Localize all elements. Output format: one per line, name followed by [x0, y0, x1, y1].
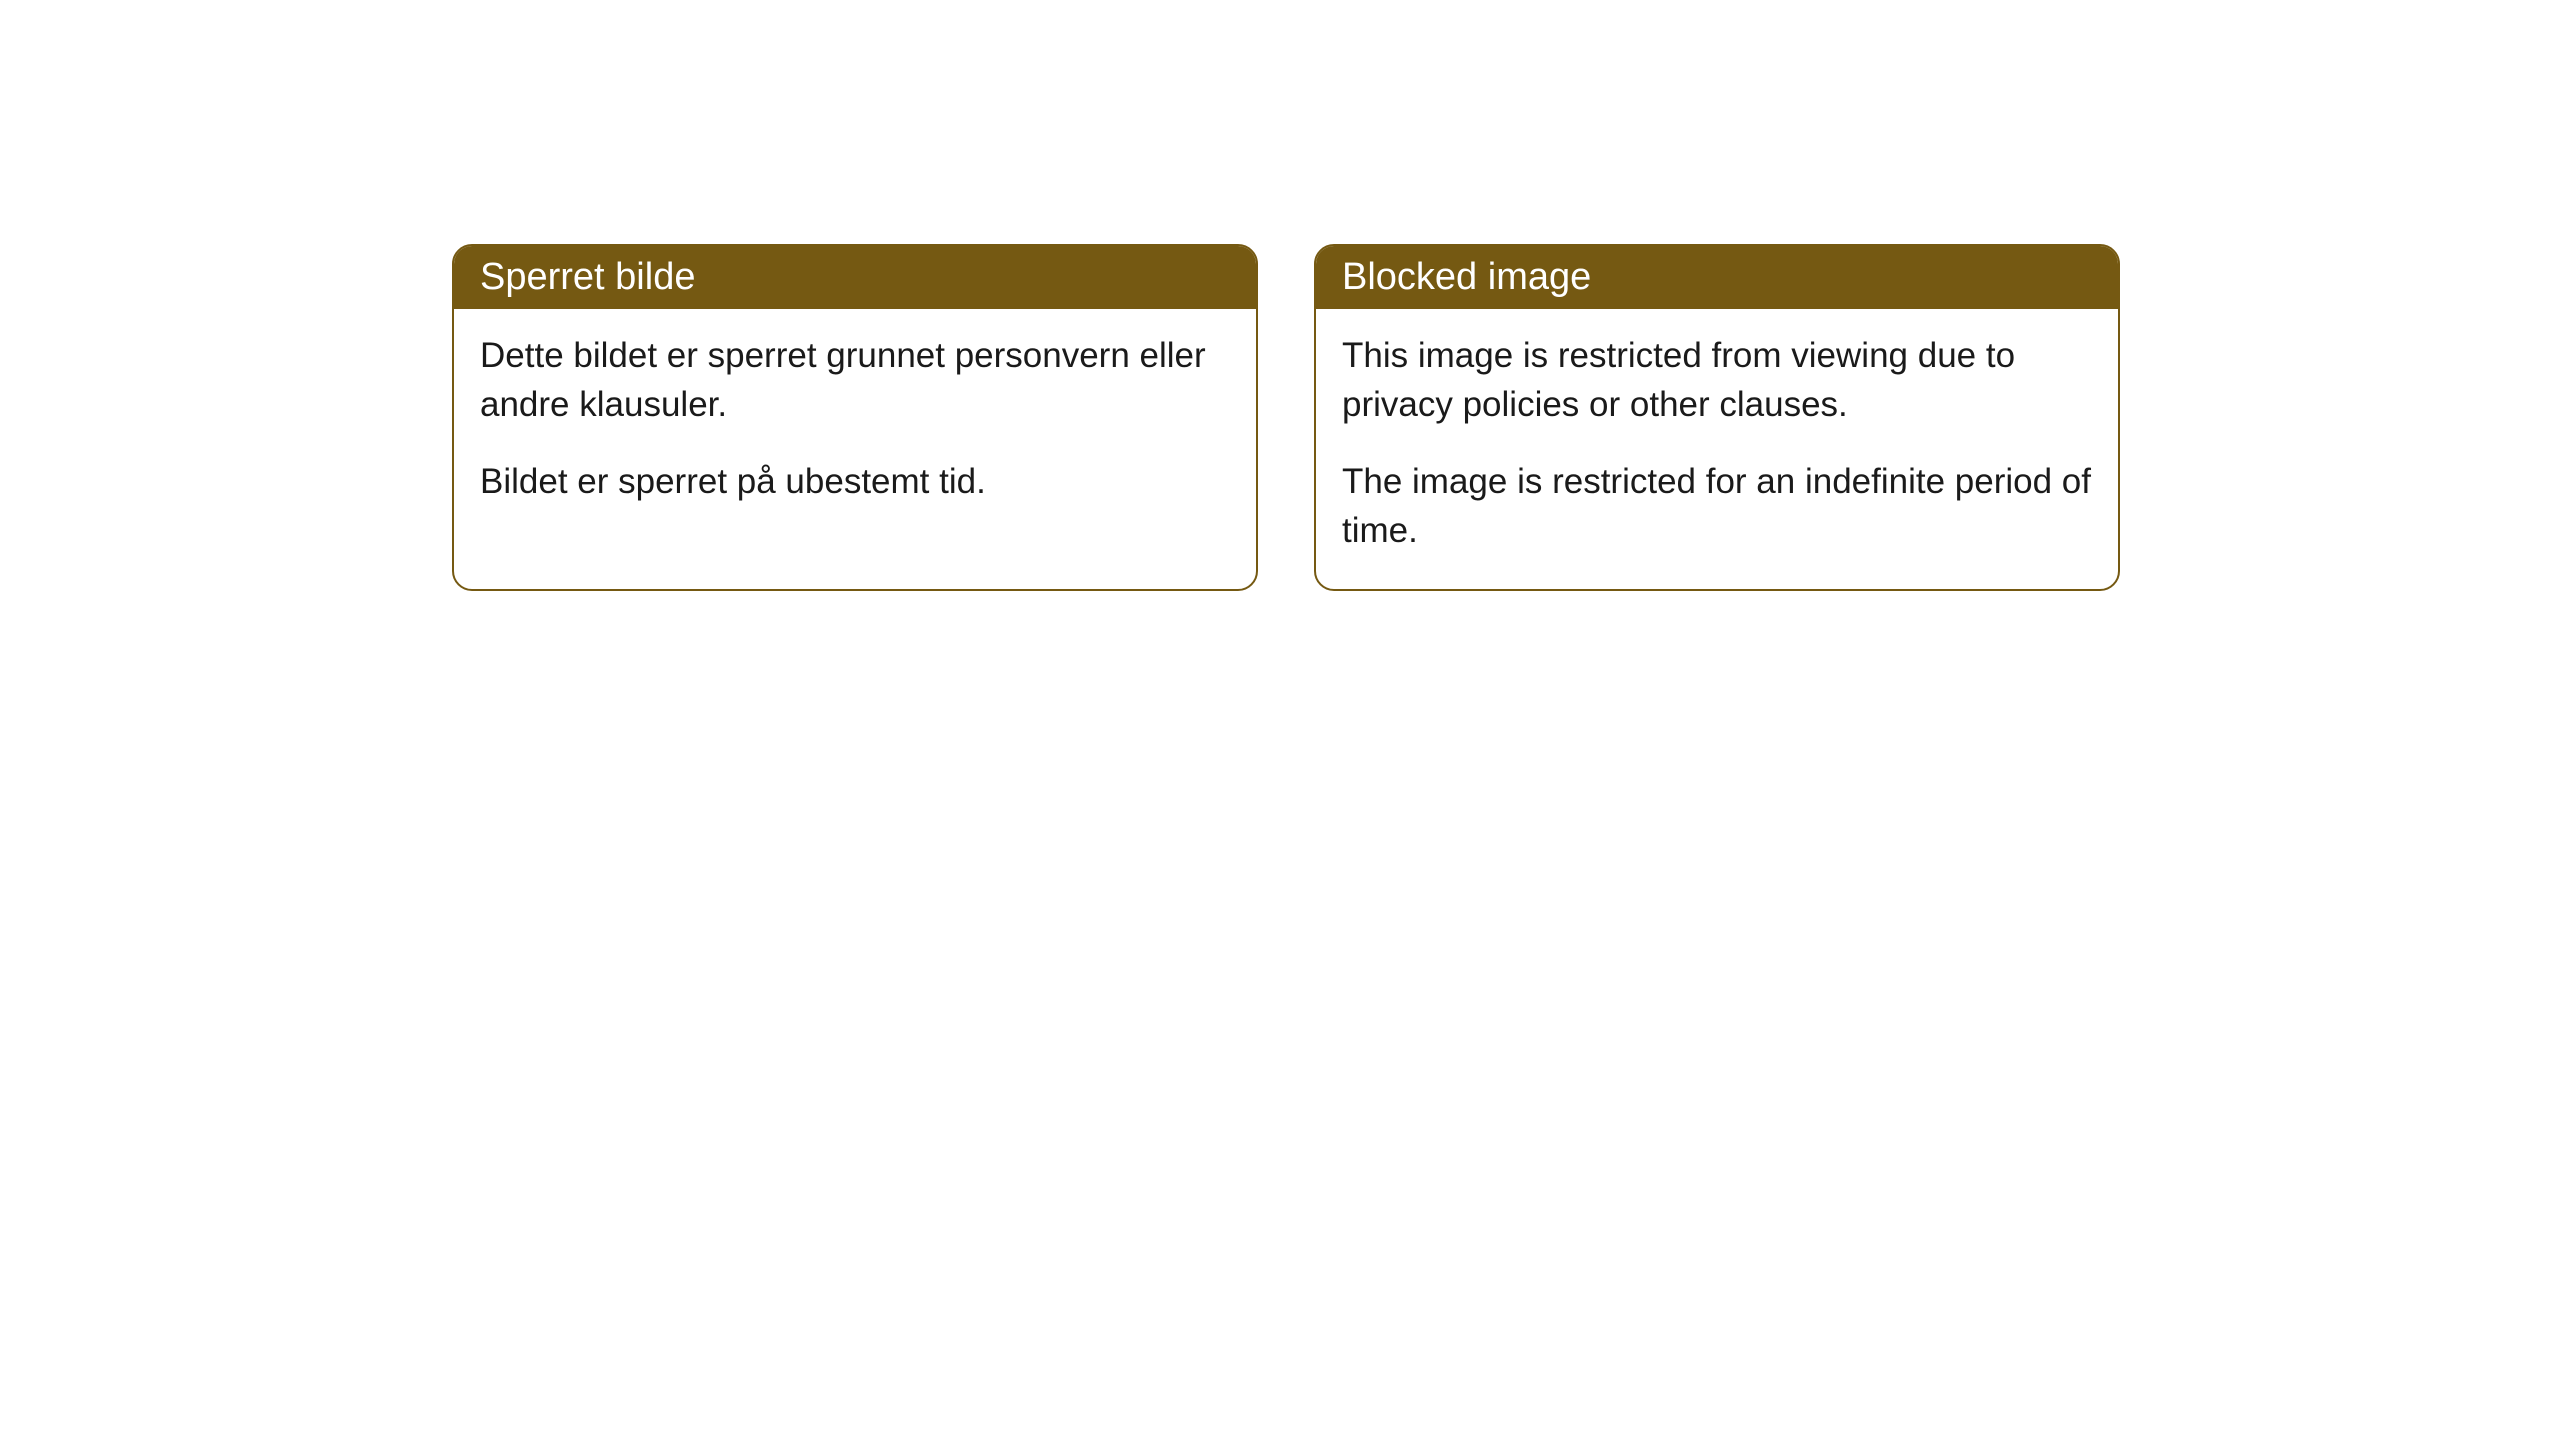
card-paragraph: This image is restricted from viewing du…	[1342, 331, 2092, 429]
blocked-image-card-english: Blocked image This image is restricted f…	[1314, 244, 2120, 591]
card-paragraph: The image is restricted for an indefinit…	[1342, 457, 2092, 555]
notice-cards-container: Sperret bilde Dette bildet er sperret gr…	[0, 0, 2560, 591]
card-header: Sperret bilde	[454, 246, 1256, 309]
card-paragraph: Bildet er sperret på ubestemt tid.	[480, 457, 1230, 506]
card-header: Blocked image	[1316, 246, 2118, 309]
card-title: Blocked image	[1342, 256, 1591, 298]
card-body: Dette bildet er sperret grunnet personve…	[454, 309, 1256, 540]
card-paragraph: Dette bildet er sperret grunnet personve…	[480, 331, 1230, 429]
card-title: Sperret bilde	[480, 256, 695, 298]
card-body: This image is restricted from viewing du…	[1316, 309, 2118, 589]
blocked-image-card-norwegian: Sperret bilde Dette bildet er sperret gr…	[452, 244, 1258, 591]
